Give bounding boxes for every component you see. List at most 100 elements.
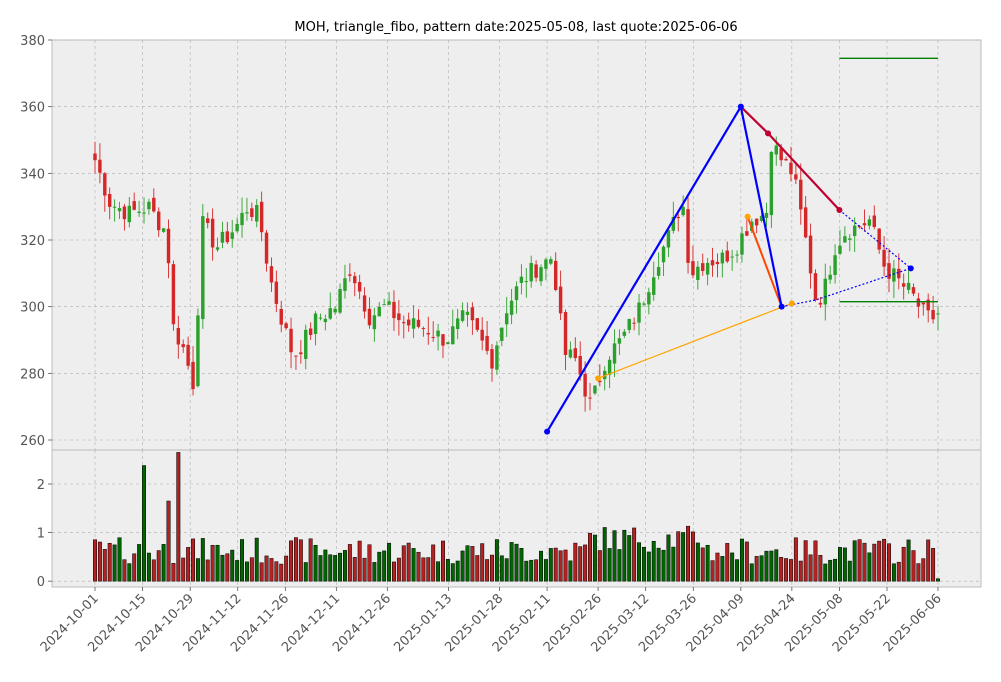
candle-body: [534, 264, 538, 278]
candle-body: [936, 313, 940, 315]
volume-bar: [362, 557, 367, 582]
volume-bar: [558, 550, 563, 582]
volume-bar: [151, 559, 156, 582]
volume-bar: [396, 557, 401, 582]
volume-bar: [421, 557, 426, 582]
candle-body: [230, 232, 234, 239]
volume-bar: [122, 559, 127, 582]
candle-body: [627, 318, 631, 330]
candle-body: [715, 261, 720, 265]
volume-bar: [592, 534, 597, 582]
candle-body: [460, 310, 465, 321]
candle-body: [593, 385, 597, 394]
price-y-tick-label: 380: [20, 34, 45, 49]
candle-body: [161, 228, 166, 232]
volume-bar: [813, 540, 818, 582]
volume-bar: [676, 531, 681, 582]
candle-body: [647, 292, 651, 305]
candle-body: [911, 287, 916, 294]
volume-bar: [749, 563, 754, 582]
volume-bar: [666, 534, 671, 582]
fibo-retrace-line: [746, 216, 783, 308]
volume-bar: [215, 544, 220, 582]
volume-bar: [298, 539, 303, 582]
volume-bar: [695, 542, 700, 582]
volume-bar: [382, 550, 387, 582]
candle-body: [495, 345, 499, 370]
candle-body: [794, 174, 798, 180]
volume-bar: [784, 558, 789, 582]
volume-bar: [588, 532, 592, 582]
volume-bar: [887, 543, 891, 582]
volume-bar: [788, 559, 793, 582]
candle-body: [156, 211, 161, 231]
candle-body: [799, 179, 803, 210]
volume-bar: [607, 548, 612, 582]
volume-y-tick-label: 1: [37, 527, 45, 542]
volume-bar: [646, 551, 651, 582]
candle-body: [406, 319, 411, 326]
volume-bar: [338, 552, 343, 582]
candle-body: [539, 267, 543, 282]
volume-bar: [641, 546, 646, 582]
triangle-point: [778, 303, 785, 310]
candle-body: [421, 328, 426, 330]
volume-bar: [225, 553, 230, 582]
price-y-tick-label: 300: [20, 301, 45, 316]
volume-y-tick-label: 2: [37, 478, 45, 493]
volume-bar: [597, 550, 602, 582]
candle-body: [652, 277, 656, 295]
volume-bar: [936, 578, 940, 582]
volume-bar: [818, 555, 823, 582]
candle-body: [759, 215, 764, 221]
candle-body: [921, 302, 926, 305]
volume-bar: [583, 544, 588, 582]
candle-body: [774, 145, 778, 155]
candle-body: [132, 201, 136, 210]
candle-body: [470, 307, 475, 321]
candle-body: [710, 260, 715, 266]
volume-bar: [529, 559, 534, 582]
volume-bar: [284, 555, 289, 582]
volume-bar: [137, 544, 142, 582]
candle-body: [872, 215, 877, 228]
volume-bar: [651, 540, 656, 582]
candle-body: [127, 205, 132, 223]
volume-bar: [774, 549, 779, 582]
candle-body: [313, 313, 318, 335]
price-y-tick-label: 320: [20, 234, 45, 249]
candle-body: [392, 301, 396, 319]
candle-body: [808, 235, 813, 274]
candle-body: [789, 162, 793, 175]
volume-bar: [142, 465, 146, 582]
volume-bar: [852, 540, 857, 582]
candle-body: [220, 231, 225, 243]
price-y-tick-label: 360: [20, 101, 45, 116]
volume-bar: [519, 548, 524, 582]
volume-bar: [882, 538, 887, 582]
candle-body: [769, 151, 774, 216]
volume-bar: [210, 545, 215, 582]
candle-body: [671, 216, 676, 231]
candle-body: [823, 278, 827, 305]
candle-body: [524, 281, 529, 283]
candle-body: [103, 173, 107, 196]
volume-bar: [470, 546, 475, 582]
volume-bar: [195, 558, 200, 582]
volume-bar: [387, 542, 392, 582]
candle-body: [323, 318, 328, 323]
volume-bar: [578, 546, 583, 582]
volume-bar: [274, 561, 279, 582]
volume-bar: [877, 540, 882, 582]
volume-bar: [622, 529, 627, 582]
lower-projection-line: [781, 267, 911, 308]
volume-bar: [602, 527, 607, 582]
volume-bar: [838, 547, 842, 582]
candle-body: [862, 223, 867, 226]
volume-bar: [97, 541, 102, 582]
volume-bar: [754, 556, 759, 582]
volume-bar: [445, 559, 450, 582]
candle-body: [206, 218, 210, 223]
candle-body: [372, 315, 377, 330]
volume-bar: [240, 539, 245, 582]
